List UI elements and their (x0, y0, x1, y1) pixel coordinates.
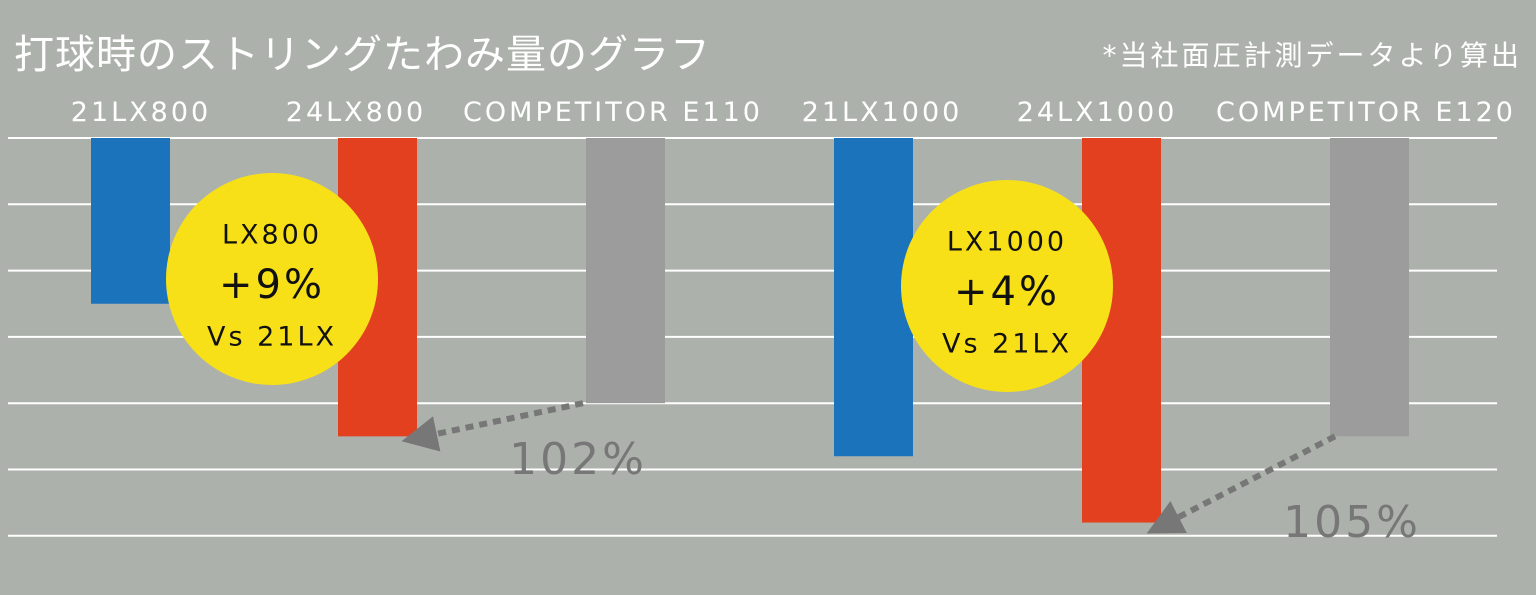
callout-text: LX800 (222, 219, 322, 250)
callout-text: +9% (219, 262, 325, 308)
bar-competitor-e110 (586, 138, 665, 404)
chart-title: 打球時のストリングたわみ量のグラフ (14, 32, 711, 78)
category-label: 21LX800 (71, 97, 211, 128)
bar-21lx800 (91, 138, 170, 304)
callout-circle (901, 180, 1113, 392)
category-label: 21LX1000 (802, 97, 963, 128)
category-label: COMPETITOR E110 (463, 97, 763, 128)
chart-note: *当社面圧計測データより算出 (1102, 39, 1522, 72)
callout-text: Vs 21LX (207, 321, 337, 352)
category-label: 24LX800 (286, 97, 426, 128)
callout-text: LX1000 (947, 226, 1067, 257)
callout-text: Vs 21LX (942, 328, 1072, 359)
category-label: COMPETITOR E120 (1216, 97, 1516, 128)
callout-text: +4% (954, 269, 1060, 315)
category-label: 24LX1000 (1017, 97, 1178, 128)
annotation-label: 102% (509, 434, 647, 485)
bar-21lx1000 (834, 138, 913, 457)
annotation-label: 105% (1283, 497, 1421, 548)
comparison-arrow (401, 400, 584, 452)
bar-competitor-e120 (1330, 138, 1409, 437)
callout-circle (166, 173, 378, 385)
comparison-arrow (1146, 433, 1337, 534)
